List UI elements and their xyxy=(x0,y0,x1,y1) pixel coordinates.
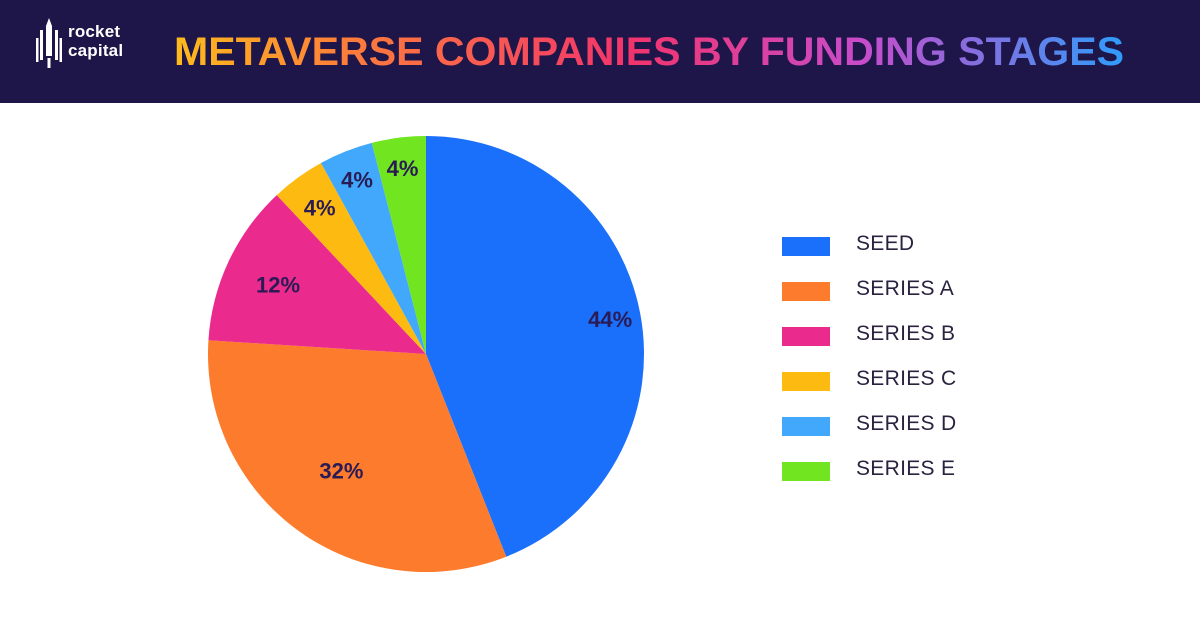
slice-label-seed: 44% xyxy=(588,307,632,332)
slice-label-series-e: 4% xyxy=(387,156,419,181)
pie-slice-series-d xyxy=(320,142,426,354)
pie-slice-series-e xyxy=(371,136,426,354)
legend-swatch xyxy=(782,282,830,301)
pie-chart: 44%32%12%4%4% 4% xyxy=(207,136,645,572)
brand-line2: capital xyxy=(68,41,124,60)
chart-title: METAVERSE COMPANIES BY FUNDING STAGES xyxy=(174,30,1124,74)
slice-label-series-b: 12% xyxy=(256,272,300,297)
header-banner: rocket capital METAVERSE COMPANIES BY FU… xyxy=(0,0,1200,103)
pie-slice-seed xyxy=(426,136,645,557)
legend-swatch xyxy=(782,327,830,346)
slice-label-series-d: 4% xyxy=(341,168,373,193)
legend-label: SERIES B xyxy=(856,322,956,345)
pie-slice-series-b xyxy=(208,195,426,354)
pie-slice-series-c xyxy=(276,162,426,354)
slice-label-series-a: 32% xyxy=(319,458,363,483)
brand-name: rocket capital xyxy=(68,22,123,60)
brand-line1: rocket xyxy=(68,22,121,41)
legend-swatch xyxy=(782,237,830,256)
brand-logo[interactable]: rocket capital xyxy=(36,18,146,74)
chart-title-graphic: METAVERSE COMPANIES BY FUNDING STAGES xyxy=(174,30,1124,74)
rocket-logo-icon xyxy=(36,18,62,68)
legend-swatch xyxy=(782,372,830,391)
legend-label: SEED xyxy=(856,232,915,255)
slice-label-series-c: 4% xyxy=(304,196,336,221)
pie-slice-series-a xyxy=(207,340,507,572)
legend-label: SERIES A xyxy=(856,277,955,300)
legend-label: SERIES E xyxy=(856,457,956,480)
legend-swatch xyxy=(782,417,830,436)
legend-label: SERIES D xyxy=(856,412,957,435)
legend-label: SERIES C xyxy=(856,367,957,390)
legend-swatch xyxy=(782,462,830,481)
